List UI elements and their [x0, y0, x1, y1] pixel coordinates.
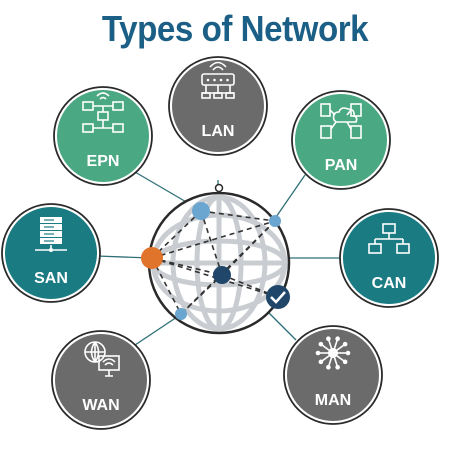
- node-circle: [172, 60, 264, 152]
- node-label-san: SAN: [34, 270, 68, 287]
- connector-wan: [134, 314, 181, 346]
- node-circle: [287, 329, 379, 421]
- node-wan[interactable]: WAN: [51, 330, 151, 430]
- node-epn[interactable]: EPN: [53, 86, 153, 186]
- node-circle: [5, 207, 97, 299]
- node-label-pan: PAN: [325, 157, 358, 174]
- globe-computer-icon: [84, 341, 120, 377]
- node-circle: [295, 94, 387, 186]
- node-circle: [57, 90, 149, 182]
- connector-pan: [273, 174, 306, 221]
- campus-network-icon: [368, 223, 410, 254]
- globe-network-icon: [141, 183, 291, 335]
- node-san[interactable]: SAN: [1, 203, 101, 303]
- connector-man: [267, 311, 297, 341]
- flowchart-icon: [82, 92, 124, 133]
- network-type-nodes: LAN PAN CAN MAN WAN SAN EPN: [1, 56, 439, 430]
- node-circle: [343, 212, 435, 304]
- node-pan[interactable]: PAN: [291, 90, 391, 190]
- node-lan[interactable]: LAN: [168, 56, 268, 156]
- node-circle: [55, 334, 147, 426]
- hub-spoke-icon: [315, 336, 351, 370]
- server-rack-icon: [35, 217, 67, 252]
- node-can[interactable]: CAN: [339, 208, 439, 308]
- node-label-epn: EPN: [87, 153, 120, 170]
- cloud-devices-icon: [320, 103, 362, 139]
- page-title: Types of Network: [101, 8, 369, 49]
- node-man[interactable]: MAN: [283, 325, 383, 425]
- network-switch-icon: [201, 61, 235, 99]
- node-label-lan: LAN: [202, 123, 235, 140]
- node-label-can: CAN: [372, 275, 407, 292]
- node-label-man: MAN: [315, 392, 351, 409]
- node-label-wan: WAN: [82, 397, 119, 414]
